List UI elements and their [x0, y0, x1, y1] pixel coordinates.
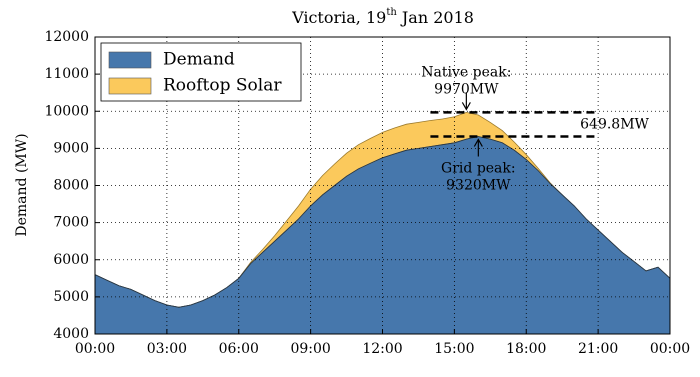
y-axis-label: Demand (MW): [14, 133, 30, 236]
x-tick-label: 12:00: [362, 341, 402, 357]
x-tick-label: 15:00: [434, 341, 474, 357]
legend-label: Demand: [163, 50, 235, 70]
annotation-text: Native peak:: [421, 64, 511, 80]
x-tick-label: 09:00: [290, 341, 330, 357]
arrow-head: [473, 138, 483, 147]
arrow-head: [461, 102, 471, 111]
y-tick-label: 9000: [53, 140, 89, 156]
y-tick-label: 5000: [53, 289, 89, 305]
y-tick-label: 7000: [53, 215, 89, 231]
chart-title: Victoria, 19th Jan 2018: [291, 7, 474, 27]
title-part: Victoria, 19: [291, 8, 386, 27]
plot-frame: [94, 36, 671, 335]
y-tick-label: 12000: [44, 29, 89, 45]
y-tick-label: 6000: [53, 252, 89, 268]
x-tick-label: 06:00: [219, 341, 259, 357]
legend-swatch: [108, 77, 152, 95]
y-tick-label: 11000: [44, 66, 89, 82]
area: [94, 136, 671, 335]
title-sup: th: [386, 7, 397, 18]
annotation-text: Grid peak:: [441, 160, 516, 176]
legend-swatch: [108, 51, 152, 69]
x-tick-label: 21:00: [578, 341, 618, 357]
difference-label: 649.8MW: [580, 116, 649, 132]
title-part: Jan 2018: [397, 8, 474, 27]
annotation-text: 9320MW: [446, 177, 511, 193]
y-tick-label: 4000: [53, 326, 89, 342]
legend-label: Rooftop Solar: [163, 76, 282, 96]
x-tick-label: 18:00: [506, 341, 546, 357]
y-tick-label: 8000: [53, 178, 89, 194]
x-tick-label: 00:00: [75, 341, 115, 357]
x-tick-label: 03:00: [147, 341, 187, 357]
y-tick-label: 10000: [44, 103, 89, 119]
annotation-text: 9970MW: [434, 81, 499, 97]
x-tick-label: 00:00: [650, 341, 690, 357]
